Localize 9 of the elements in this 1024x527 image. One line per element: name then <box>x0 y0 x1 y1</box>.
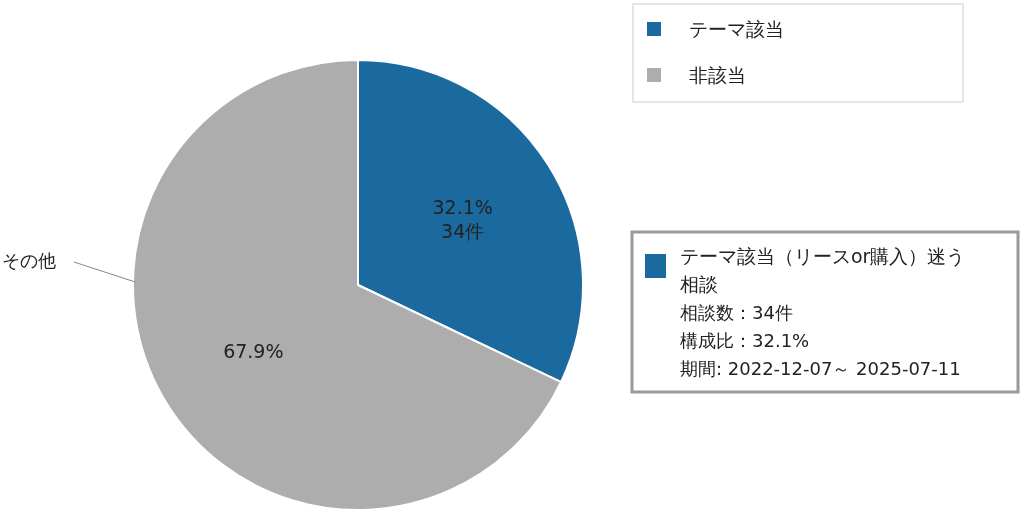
legend-label: 非該当 <box>689 64 746 86</box>
text: 構成比：32.1% <box>680 330 810 351</box>
legend-label: テーマ該当 <box>689 18 784 40</box>
data-label: 32.1% 34件 <box>432 196 493 243</box>
text: 期間: 2022-12-07～ 2025-07-11 <box>680 358 961 379</box>
data-label: 67.9% <box>223 339 284 362</box>
text: その他 <box>2 250 56 271</box>
text: 相談数：34件 <box>680 302 793 323</box>
text: テーマ該当（リースor購入）迷う相談 <box>680 245 966 295</box>
